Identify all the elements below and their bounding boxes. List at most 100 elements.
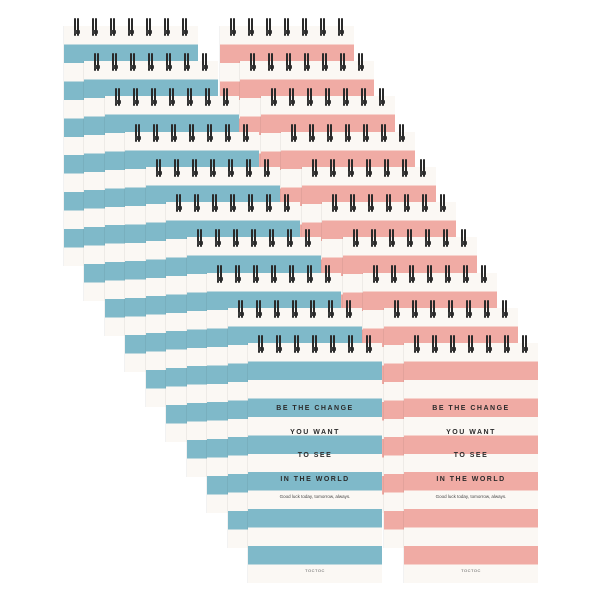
ring-icon <box>148 53 154 71</box>
ring-icon <box>330 335 336 353</box>
ring-icon <box>194 194 200 212</box>
ring-icon <box>305 229 311 247</box>
brand-mark: TOCTOC <box>305 568 325 573</box>
ring-icon <box>146 18 152 36</box>
ring-icon <box>156 159 162 177</box>
ring-icon <box>112 53 118 71</box>
ring-icon <box>274 300 280 318</box>
ring-icon <box>379 88 385 106</box>
spiral-binding-icon <box>384 300 518 318</box>
ring-icon <box>289 88 295 106</box>
ring-icon <box>345 124 351 142</box>
ring-icon <box>404 194 410 212</box>
ring-icon <box>291 124 297 142</box>
ring-icon <box>412 300 418 318</box>
cover-quote-line: TO SEE <box>297 452 333 459</box>
ring-icon <box>399 124 405 142</box>
ring-icon <box>197 229 203 247</box>
ring-icon <box>302 18 308 36</box>
ring-icon <box>461 229 467 247</box>
ring-icon <box>271 265 277 283</box>
spiral-binding-icon <box>187 229 321 247</box>
ring-icon <box>250 53 256 71</box>
ring-icon <box>215 229 221 247</box>
ring-icon <box>223 88 229 106</box>
ring-icon <box>92 18 98 36</box>
spiral-binding-icon <box>105 88 239 106</box>
spiral-binding-icon <box>220 18 354 36</box>
ring-icon <box>443 229 449 247</box>
ring-icon <box>205 88 211 106</box>
ring-icon <box>264 159 270 177</box>
ring-icon <box>256 300 262 318</box>
ring-icon <box>258 335 264 353</box>
ring-icon <box>312 335 318 353</box>
spiral-binding-icon <box>404 335 538 353</box>
ring-icon <box>238 300 244 318</box>
ring-icon <box>189 124 195 142</box>
ring-icon <box>350 194 356 212</box>
ring-icon <box>414 335 420 353</box>
ring-icon <box>286 53 292 71</box>
cover-tagline: Good luck today, tomorrow, always. <box>279 494 351 499</box>
spiral-binding-icon <box>146 159 280 177</box>
ring-icon <box>394 300 400 318</box>
ring-icon <box>432 335 438 353</box>
ring-icon <box>328 300 334 318</box>
ring-icon <box>348 159 354 177</box>
ring-icon <box>251 229 257 247</box>
ring-icon <box>151 88 157 106</box>
cover-quote-line: TO SEE <box>453 452 489 459</box>
ring-icon <box>164 18 170 36</box>
ring-icon <box>373 265 379 283</box>
ring-icon <box>340 53 346 71</box>
ring-icon <box>266 18 272 36</box>
ring-icon <box>133 88 139 106</box>
cover-quote-line: YOU WANT <box>290 429 340 436</box>
ring-icon <box>448 300 454 318</box>
cover-quote-line: IN THE WORLD <box>436 476 506 483</box>
ring-icon <box>212 194 218 212</box>
ring-icon <box>407 229 413 247</box>
ring-icon <box>322 53 328 71</box>
ring-icon <box>312 159 318 177</box>
ring-icon <box>207 124 213 142</box>
ring-icon <box>502 300 508 318</box>
ring-icon <box>128 18 134 36</box>
ring-icon <box>248 18 254 36</box>
ring-icon <box>486 335 492 353</box>
ring-icon <box>504 335 510 353</box>
spiral-binding-icon <box>125 124 259 142</box>
ring-icon <box>74 18 80 36</box>
ring-icon <box>307 88 313 106</box>
ring-icon <box>327 124 333 142</box>
ring-icon <box>391 265 397 283</box>
ring-icon <box>445 265 451 283</box>
ring-icon <box>233 229 239 247</box>
ring-icon <box>307 265 313 283</box>
ring-icon <box>192 159 198 177</box>
ring-icon <box>468 335 474 353</box>
spiral-binding-icon <box>343 229 477 247</box>
ring-icon <box>484 300 490 318</box>
ring-icon <box>304 53 310 71</box>
ring-icon <box>338 18 344 36</box>
ring-icon <box>169 88 175 106</box>
cover-quote-line: YOU WANT <box>446 429 496 436</box>
spiral-binding-icon <box>228 300 362 318</box>
ring-icon <box>371 229 377 247</box>
cover-quote-line: BE THE CHANGE <box>432 405 510 412</box>
ring-icon <box>368 194 374 212</box>
ring-icon <box>310 300 316 318</box>
ring-icon <box>269 229 275 247</box>
ring-icon <box>210 159 216 177</box>
spiral-binding-icon <box>261 88 395 106</box>
ring-icon <box>176 194 182 212</box>
spiral-binding-icon <box>240 53 374 71</box>
ring-icon <box>225 124 231 142</box>
ring-icon <box>276 335 282 353</box>
ring-icon <box>235 265 241 283</box>
ring-icon <box>363 124 369 142</box>
ring-icon <box>402 159 408 177</box>
ring-icon <box>343 88 349 106</box>
